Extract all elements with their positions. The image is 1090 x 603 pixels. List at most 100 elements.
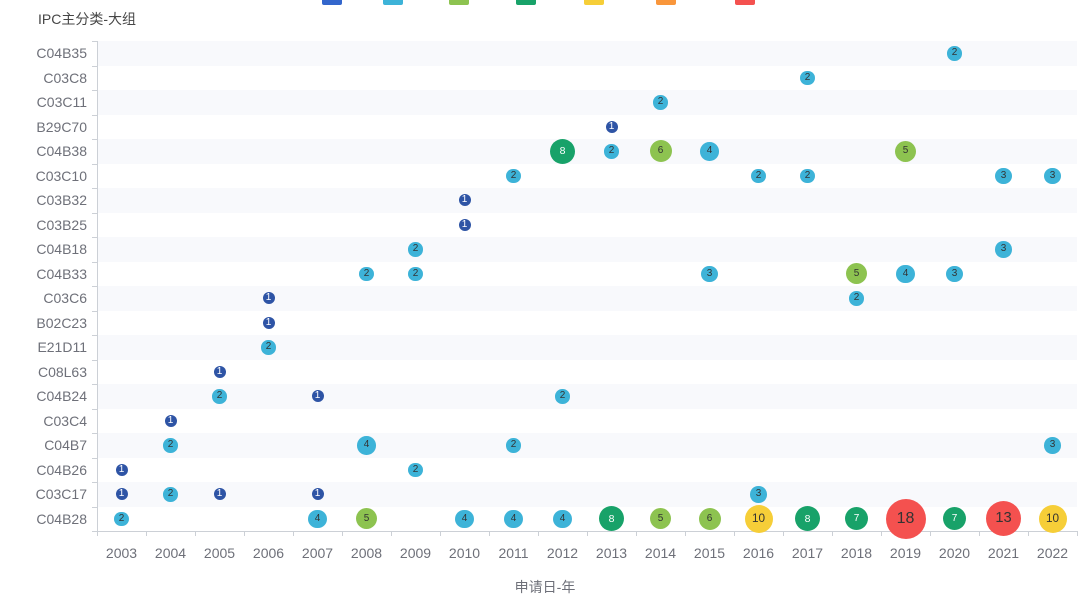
bubble-value: 10 <box>751 511 766 525</box>
bubble[interactable]: 1 <box>213 365 226 378</box>
bubble[interactable]: 3 <box>1044 437 1061 454</box>
bubble-value: 3 <box>1000 169 1007 181</box>
bubble[interactable]: 3 <box>750 486 767 503</box>
x-axis-label: 2014 <box>644 545 677 561</box>
bubble[interactable]: 1 <box>115 463 128 476</box>
legend-swatch[interactable] <box>322 0 342 5</box>
bubble[interactable]: 1 <box>164 414 177 427</box>
bubble-value: 4 <box>461 512 468 524</box>
x-axis-tick <box>489 531 490 536</box>
bubble[interactable]: 5 <box>895 140 916 162</box>
x-axis-label: 2012 <box>546 545 579 561</box>
bubble[interactable]: 2 <box>261 340 276 355</box>
bubble[interactable]: 1 <box>458 194 471 207</box>
bubble[interactable]: 1 <box>262 316 275 329</box>
bubble[interactable]: 1 <box>605 120 618 133</box>
bubble-value: 13 <box>995 510 1012 527</box>
row-stripe <box>97 188 1077 213</box>
bubble[interactable]: 1 <box>311 390 324 403</box>
bubble[interactable]: 2 <box>653 95 668 110</box>
bubble[interactable]: 3 <box>995 167 1012 184</box>
bubble[interactable]: 4 <box>308 509 327 528</box>
y-axis-label: C03C11 <box>36 94 87 111</box>
legend-swatch[interactable] <box>383 0 403 5</box>
legend-swatch[interactable] <box>735 0 755 5</box>
bubble[interactable]: 4 <box>553 509 572 528</box>
bubble[interactable]: 1 <box>213 488 226 501</box>
bubble-value: 5 <box>657 512 664 524</box>
bubble[interactable]: 1 <box>311 488 324 501</box>
bubble[interactable]: 4 <box>357 436 376 455</box>
bubble[interactable]: 5 <box>356 508 377 530</box>
bubble[interactable]: 2 <box>359 266 374 281</box>
x-axis-tick <box>195 531 196 536</box>
bubble-value: 3 <box>951 267 958 279</box>
bubble[interactable]: 4 <box>455 509 474 528</box>
bubble[interactable]: 2 <box>555 389 570 404</box>
bubble[interactable]: 10 <box>1038 504 1067 533</box>
bubble[interactable]: 5 <box>650 508 671 530</box>
bubble[interactable]: 2 <box>114 511 129 526</box>
bubble[interactable]: 18 <box>885 498 926 539</box>
bubble[interactable]: 3 <box>946 265 963 282</box>
bubble[interactable]: 2 <box>800 168 815 183</box>
y-axis-tick <box>92 384 97 385</box>
legend-swatch[interactable] <box>584 0 604 5</box>
bubble-value: 2 <box>216 390 223 402</box>
y-axis-tick <box>92 310 97 312</box>
bubble[interactable]: 7 <box>845 507 868 531</box>
x-axis-label: 2005 <box>203 545 236 561</box>
x-axis-tick <box>146 531 147 536</box>
bubble[interactable]: 2 <box>408 242 423 257</box>
bubble[interactable]: 8 <box>550 138 575 164</box>
y-axis-tick <box>92 531 97 532</box>
y-axis-label: B29C70 <box>36 118 87 135</box>
bubble[interactable]: 3 <box>995 241 1012 258</box>
bubble[interactable]: 4 <box>896 264 915 283</box>
bubble[interactable]: 1 <box>115 488 128 501</box>
y-axis-label: E21D11 <box>37 339 87 356</box>
y-axis-tick <box>92 90 97 91</box>
bubble[interactable]: 8 <box>599 506 624 532</box>
bubble[interactable]: 2 <box>947 46 962 61</box>
bubble[interactable]: 13 <box>986 501 1021 537</box>
y-axis-tick <box>92 433 97 434</box>
bubble[interactable]: 2 <box>751 168 766 183</box>
bubble[interactable]: 2 <box>408 266 423 281</box>
chart-title: IPC主分类-大组 <box>38 11 136 27</box>
bubble[interactable]: 2 <box>800 70 815 85</box>
bubble-value: 4 <box>902 267 909 279</box>
x-axis-tick <box>1077 531 1078 536</box>
bubble-value: 4 <box>706 145 713 157</box>
bubble[interactable]: 3 <box>1044 167 1061 184</box>
legend-swatch[interactable] <box>449 0 469 5</box>
bubble[interactable]: 2 <box>212 389 227 404</box>
bubble[interactable]: 10 <box>744 504 773 533</box>
bubble[interactable]: 2 <box>163 487 178 502</box>
bubble[interactable]: 2 <box>506 438 521 453</box>
bubble[interactable]: 2 <box>849 291 864 306</box>
bubble[interactable]: 2 <box>604 144 619 159</box>
row-stripe <box>97 384 1077 409</box>
x-axis-label: 2013 <box>595 545 628 561</box>
bubble[interactable]: 2 <box>506 168 521 183</box>
bubble-value: 1 <box>118 463 125 475</box>
bubble[interactable]: 1 <box>458 218 471 231</box>
bubble[interactable]: 1 <box>262 292 275 305</box>
bubble[interactable]: 7 <box>943 507 966 531</box>
bubble[interactable]: 4 <box>700 142 719 161</box>
bubble[interactable]: 6 <box>698 507 721 530</box>
x-axis-label: 2015 <box>693 545 726 561</box>
bubble-value: 8 <box>608 512 615 525</box>
bubble[interactable]: 5 <box>846 263 867 285</box>
bubble[interactable]: 2 <box>163 438 178 453</box>
legend-swatch[interactable] <box>516 0 536 5</box>
x-axis-tick <box>538 531 539 536</box>
bubble[interactable]: 2 <box>408 462 423 477</box>
bubble[interactable]: 6 <box>649 140 672 163</box>
bubble[interactable]: 8 <box>795 506 820 532</box>
bubble[interactable]: 3 <box>701 265 718 282</box>
bubble[interactable]: 4 <box>504 509 523 528</box>
legend-swatch[interactable] <box>656 0 676 5</box>
